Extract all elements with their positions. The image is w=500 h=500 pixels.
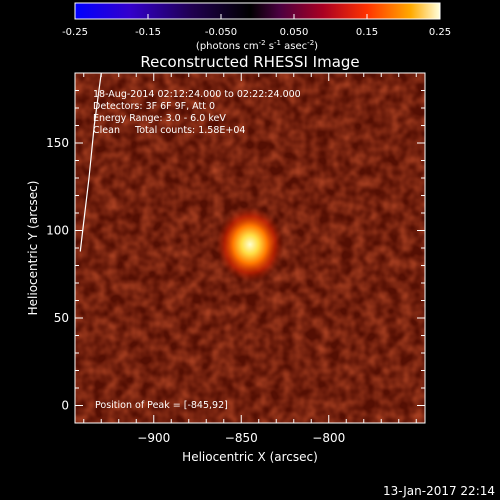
y-axis-label: Heliocentric Y (arcsec) xyxy=(26,181,40,316)
colorbar-tick-label: 0.050 xyxy=(280,27,309,38)
x-tick-label: −900 xyxy=(137,431,170,445)
colorbar-tick-label: -0.25 xyxy=(62,27,88,38)
y-tick-label: 0 xyxy=(61,399,69,413)
heatmap-image xyxy=(75,73,425,423)
annotation-clean-counts: Clean Total counts: 1.58E+04 xyxy=(93,125,245,136)
y-tick-label: 50 xyxy=(54,311,69,325)
chart-title: Reconstructed RHESSI Image xyxy=(140,53,359,71)
colorbar-tick-label: -0.050 xyxy=(205,27,237,38)
colorbar-tick-label: 0.15 xyxy=(356,27,378,38)
plot-annotations: 18-Aug-2014 02:12:24.000 to 02:22:24.000… xyxy=(93,89,301,411)
annotation-energy-range: Energy Range: 3.0 - 6.0 keV xyxy=(93,113,226,124)
colorbar-tick-label: 0.25 xyxy=(429,27,451,38)
annotation-peak-position: Position of Peak = [-845,92] xyxy=(95,400,228,411)
colorbar-gradient xyxy=(74,2,441,20)
x-axis: −900 −850 −800 xyxy=(83,73,417,445)
x-tick-label: −800 xyxy=(312,431,345,445)
y-tick-label: 100 xyxy=(46,224,69,238)
annotation-time-range: 18-Aug-2014 02:12:24.000 to 02:22:24.000 xyxy=(93,89,301,100)
y-axis: 0 50 100 150 xyxy=(46,72,425,424)
colorbar: -0.25 -0.15 -0.050 0.050 0.15 0.25 (photons c… xyxy=(62,2,451,52)
colorbar-tick-label: -0.15 xyxy=(135,27,161,38)
annotation-detectors: Detectors: 3F 6F 9F, Att 0 xyxy=(93,101,215,112)
timestamp: 13-Jan-2017 22:14 xyxy=(383,484,495,498)
solar-limb-curve xyxy=(79,73,102,252)
colorbar-unit-label: (photons cm-2 s-1 asec-2) xyxy=(196,39,318,52)
colorbar-ticks: -0.25 -0.15 -0.050 0.050 0.15 0.25 xyxy=(62,14,451,38)
peak-source xyxy=(216,206,284,283)
y-tick-label: 150 xyxy=(46,136,69,150)
x-tick-label: −850 xyxy=(225,431,258,445)
x-axis-label: Heliocentric X (arcsec) xyxy=(182,450,318,464)
